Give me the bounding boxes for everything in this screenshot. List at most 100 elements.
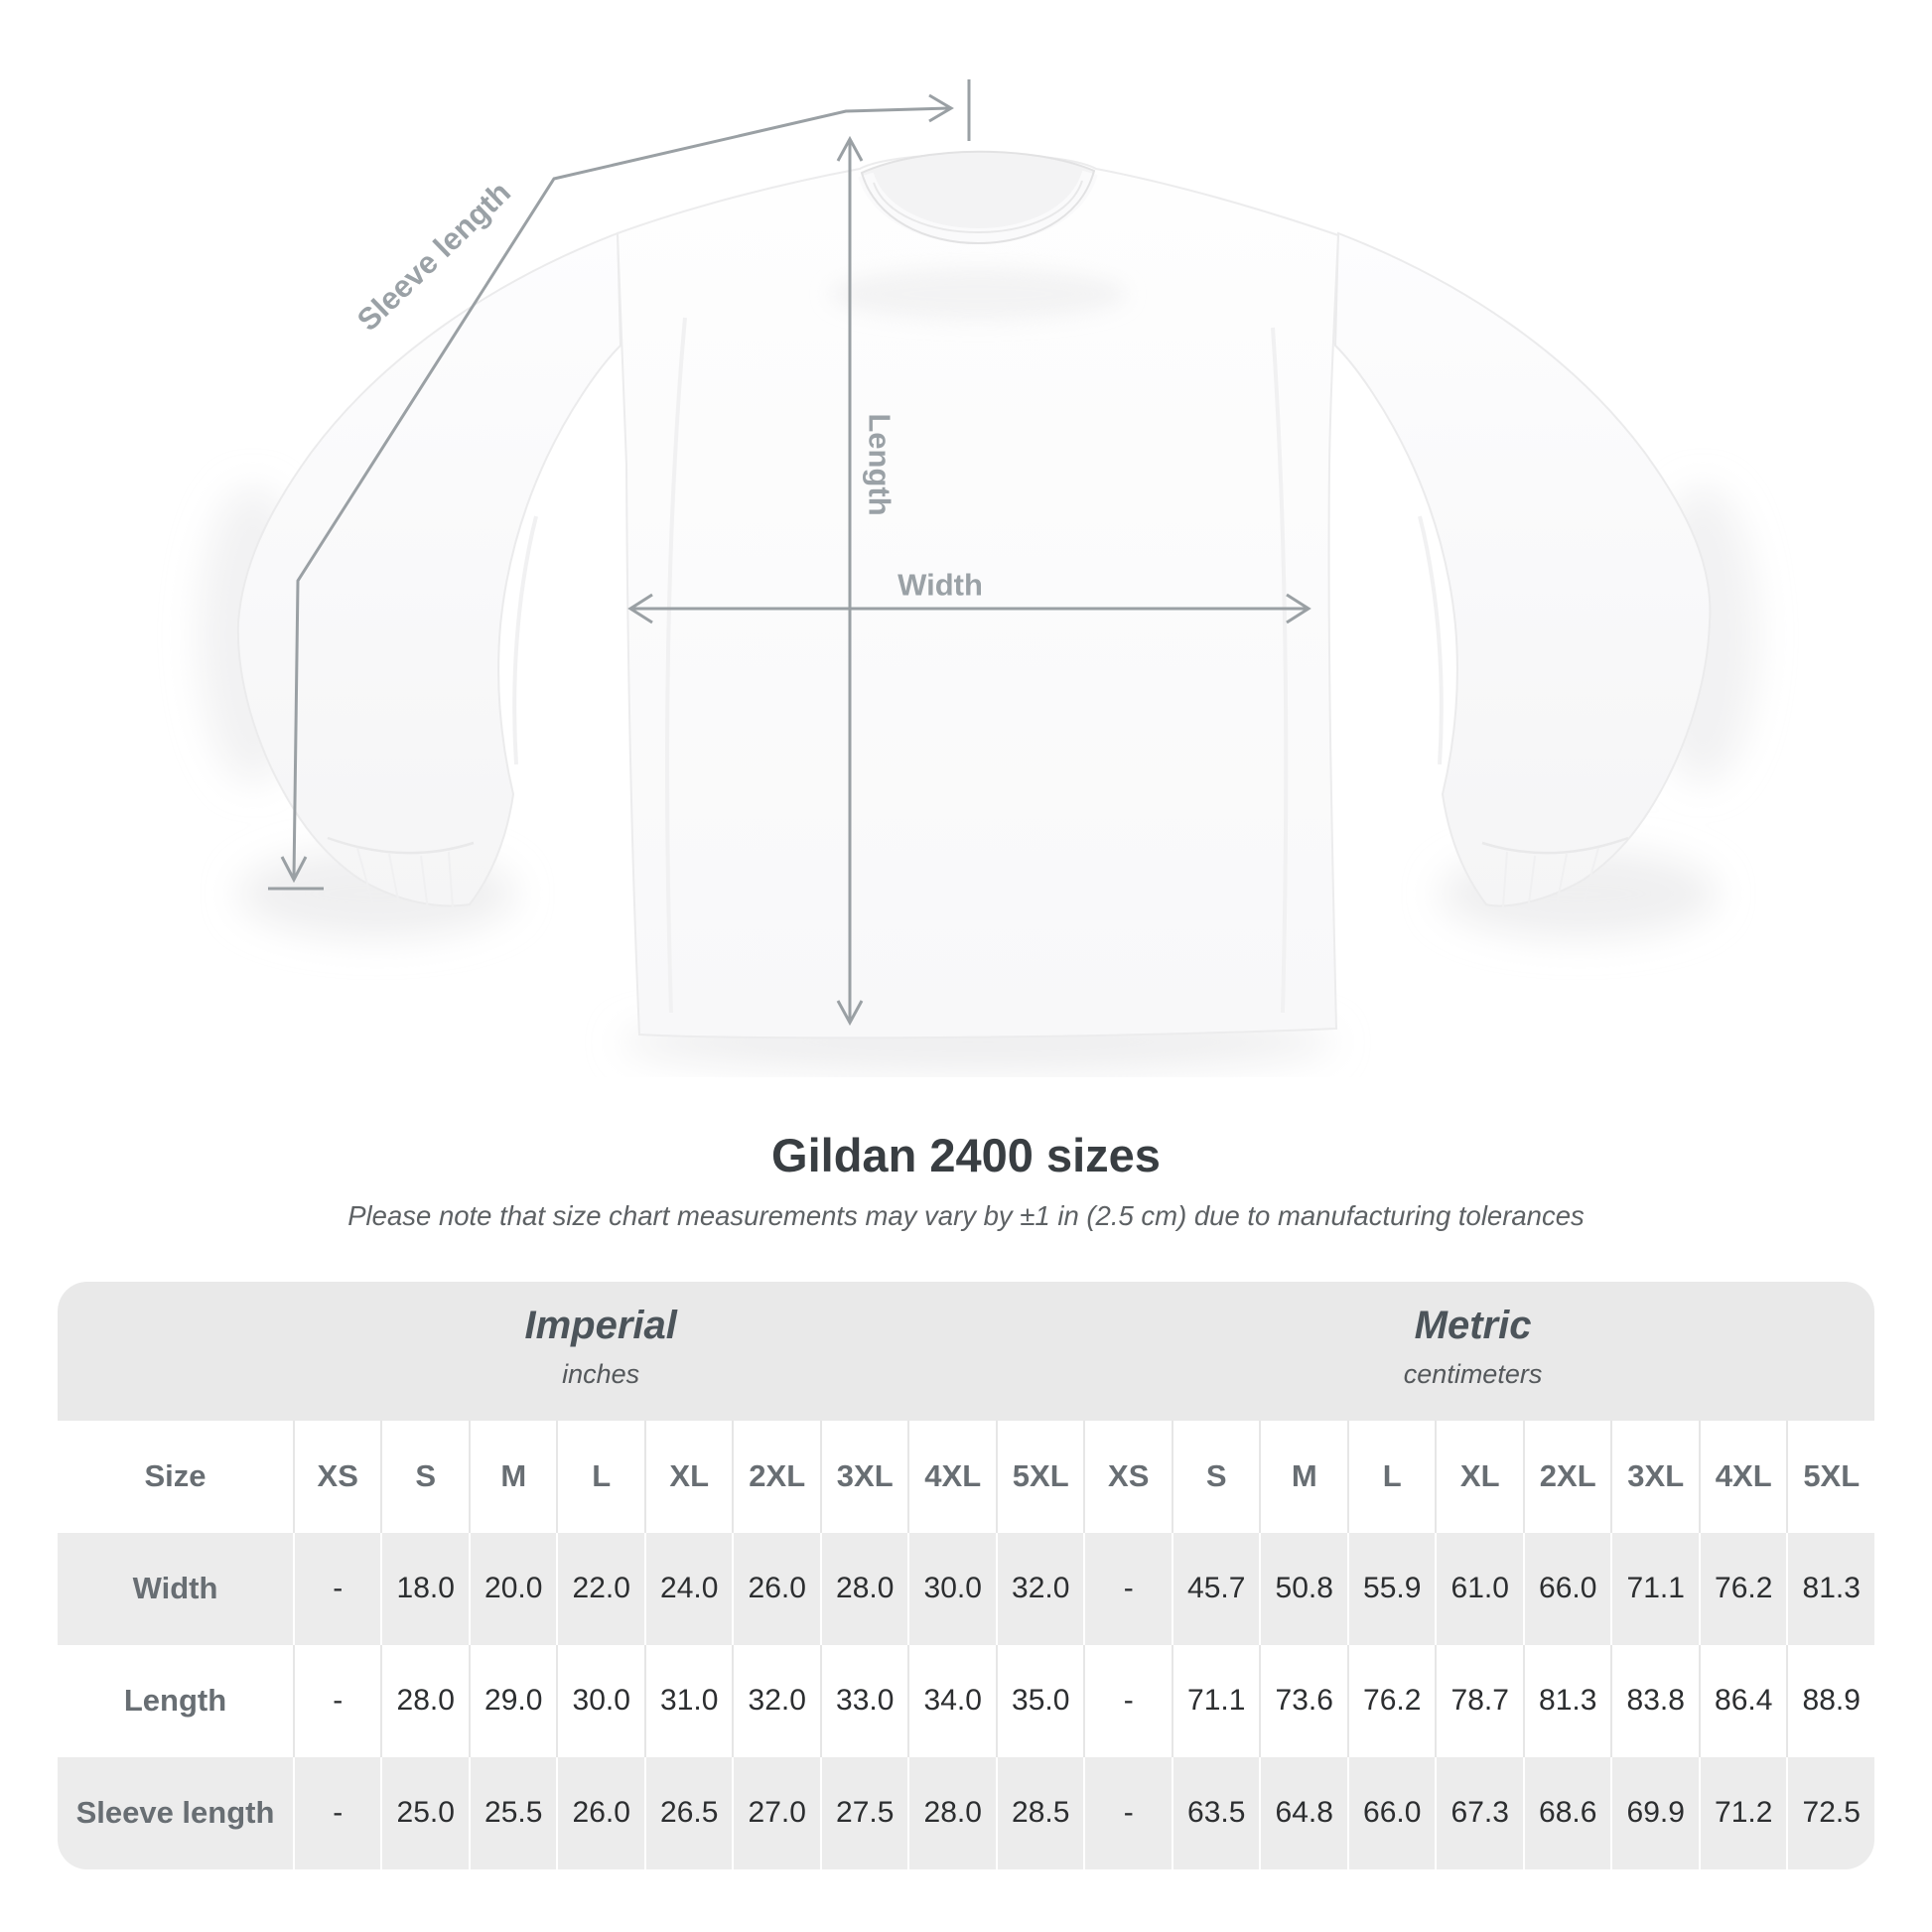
table-cell: 86.4 xyxy=(1698,1644,1787,1757)
table-cell: 29.0 xyxy=(468,1644,557,1757)
table-cell: 50.8 xyxy=(1259,1532,1347,1645)
column-header-imperial: XL xyxy=(643,1420,733,1533)
shirt-left-sleeve xyxy=(236,231,622,907)
table-cell: 25.0 xyxy=(380,1756,469,1869)
units-band: Imperial inches Metric centimeters xyxy=(58,1281,1874,1421)
table-cell: 68.6 xyxy=(1522,1756,1611,1869)
table-row-sleeve-length: Sleeve length - 25.0 25.5 26.0 26.5 27.0… xyxy=(58,1756,1874,1869)
column-header-metric: S xyxy=(1171,1420,1260,1533)
column-header-metric: 5XL xyxy=(1786,1420,1874,1533)
column-header-imperial: 3XL xyxy=(819,1420,908,1533)
table-row-length: Length - 28.0 29.0 30.0 31.0 32.0 33.0 3… xyxy=(58,1644,1874,1757)
left-cuff xyxy=(327,836,475,911)
row-label: Sleeve length xyxy=(75,1795,275,1831)
table-cell: 20.0 xyxy=(468,1532,557,1645)
table-cell: 76.2 xyxy=(1698,1532,1787,1645)
table-cell: 55.9 xyxy=(1346,1532,1436,1645)
shirt-measurement-diagram: Sleeve length Length Width xyxy=(199,79,1757,1072)
table-cell: 26.0 xyxy=(732,1532,820,1645)
size-tolerance-note: Please note that size chart measurements… xyxy=(347,1200,1585,1232)
table-cell: 71.1 xyxy=(1610,1532,1699,1645)
table-cell: - xyxy=(292,1532,381,1645)
table-cell: 25.5 xyxy=(468,1756,557,1869)
column-header-metric: XS xyxy=(1083,1420,1172,1533)
table-cell: 28.0 xyxy=(907,1756,996,1869)
table-cell: 45.7 xyxy=(1171,1532,1260,1645)
table-cell: 83.8 xyxy=(1610,1644,1699,1757)
table-cell: 35.0 xyxy=(995,1644,1084,1757)
column-header-imperial: 4XL xyxy=(907,1420,996,1533)
metric-unit-label: centimeters xyxy=(1403,1358,1543,1389)
column-header-imperial: 2XL xyxy=(732,1420,820,1533)
shirt-right-sleeve xyxy=(1333,231,1712,907)
column-header-imperial: XS xyxy=(292,1420,381,1533)
column-header-metric: 2XL xyxy=(1522,1420,1611,1533)
table-cell: 28.0 xyxy=(380,1644,469,1757)
table-cell: 27.5 xyxy=(819,1756,908,1869)
table-cell: - xyxy=(292,1644,381,1757)
column-header-metric: M xyxy=(1259,1420,1347,1533)
table-cell: 67.3 xyxy=(1435,1756,1523,1869)
length-label: Length xyxy=(863,413,897,515)
table-cell: 30.0 xyxy=(556,1644,644,1757)
table-cell: 64.8 xyxy=(1259,1756,1347,1869)
unit-group-metric: Metric centimeters xyxy=(1404,1304,1543,1390)
metric-heading: Metric xyxy=(1414,1303,1532,1347)
right-cuff xyxy=(1481,836,1629,911)
table-cell: 71.1 xyxy=(1171,1644,1260,1757)
column-header-metric: XL xyxy=(1435,1420,1523,1533)
long-sleeve-shirt-image: Sleeve length Length Width xyxy=(199,79,1757,1072)
size-chart-table: Imperial inches Metric centimeters Size … xyxy=(58,1281,1874,1869)
table-cell: - xyxy=(1083,1756,1172,1869)
column-header-imperial: L xyxy=(556,1420,644,1533)
table-cell: 32.0 xyxy=(732,1644,820,1757)
table-cell: 81.3 xyxy=(1522,1644,1611,1757)
table-cell: - xyxy=(292,1756,381,1869)
table-cell: 88.9 xyxy=(1786,1644,1874,1757)
table-cell: 33.0 xyxy=(819,1644,908,1757)
table-cell: 18.0 xyxy=(380,1532,469,1645)
table-cell: 73.6 xyxy=(1259,1644,1347,1757)
table-header-row: Size XS S M L XL 2XL 3XL 4XL 5XL XS S M … xyxy=(58,1420,1874,1533)
width-arrow xyxy=(627,593,1311,624)
imperial-unit-label: inches xyxy=(562,1358,640,1389)
table-cell: 28.5 xyxy=(995,1756,1084,1869)
table-cell: - xyxy=(1083,1532,1172,1645)
unit-group-imperial: Imperial inches xyxy=(524,1304,676,1390)
width-label: Width xyxy=(897,568,983,603)
table-cell: 76.2 xyxy=(1346,1644,1436,1757)
column-header-imperial: S xyxy=(380,1420,469,1533)
column-header-metric: 4XL xyxy=(1698,1420,1787,1533)
table-row-width: Width - 18.0 20.0 22.0 24.0 26.0 28.0 30… xyxy=(58,1532,1874,1645)
table-cell: 69.9 xyxy=(1610,1756,1699,1869)
imperial-heading: Imperial xyxy=(524,1303,677,1347)
table-cell: 24.0 xyxy=(643,1532,733,1645)
table-cell: 34.0 xyxy=(907,1644,996,1757)
column-header-imperial: 5XL xyxy=(995,1420,1084,1533)
table-cell: 81.3 xyxy=(1786,1532,1874,1645)
collar-shadow xyxy=(829,268,1127,320)
table-cell: 71.2 xyxy=(1698,1756,1787,1869)
table-cell: 22.0 xyxy=(556,1532,644,1645)
table-cell: 72.5 xyxy=(1786,1756,1874,1869)
table-cell: 66.0 xyxy=(1522,1532,1611,1645)
table-cell: 78.7 xyxy=(1435,1644,1523,1757)
table-cell: 28.0 xyxy=(819,1532,908,1645)
collar xyxy=(858,150,1098,244)
table-cell: 26.0 xyxy=(556,1756,644,1869)
row-label: Length xyxy=(123,1683,227,1719)
table-cell: 32.0 xyxy=(995,1532,1084,1645)
table-cell: 30.0 xyxy=(907,1532,996,1645)
row-label: Width xyxy=(132,1571,218,1606)
table-cell: 26.5 xyxy=(643,1756,733,1869)
table-cell: 61.0 xyxy=(1435,1532,1523,1645)
table-cell: 66.0 xyxy=(1346,1756,1436,1869)
length-arrow xyxy=(836,135,864,1027)
sleeve-length-arrow xyxy=(268,79,971,891)
size-column-header: Size xyxy=(144,1458,207,1494)
column-header-metric: L xyxy=(1346,1420,1436,1533)
page-title: Gildan 2400 sizes xyxy=(771,1129,1161,1181)
column-header-imperial: M xyxy=(468,1420,557,1533)
table-cell: 63.5 xyxy=(1171,1756,1260,1869)
